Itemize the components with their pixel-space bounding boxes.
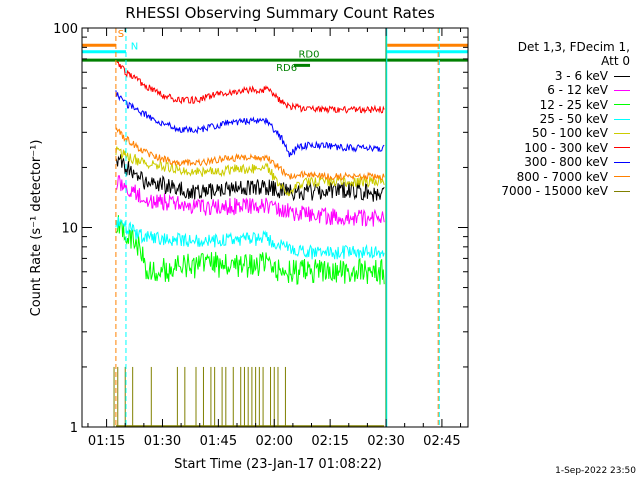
legend-item-label: 100 - 300 keV [524, 140, 608, 155]
x-tick-label: 01:45 [200, 434, 237, 449]
plot-frame [81, 27, 469, 428]
legend-item-label: 300 - 800 keV [524, 155, 608, 170]
series-line-25to50keV [115, 216, 385, 260]
legend-item-label: 25 - 50 keV [539, 111, 608, 126]
legend-item-label: 3 - 6 keV [554, 68, 608, 83]
y-tick-label: 1 [70, 421, 78, 436]
legend-item: 6 - 12 keV [472, 83, 632, 97]
legend-swatch [614, 75, 630, 77]
x-tick-label: 02:00 [256, 434, 293, 449]
chart-title: RHESSI Observing Summary Count Rates [125, 4, 435, 22]
legend-item: 7000 - 15000 keV [472, 184, 632, 198]
annotation-rd6: RD6 [276, 63, 297, 74]
legend-item-label: 50 - 100 keV [531, 126, 608, 141]
series-line-300to800keV [115, 90, 385, 158]
legend-swatch [614, 118, 630, 120]
y-axis-label: Count Rate (s⁻¹ detector⁻¹) [29, 140, 44, 317]
y-tick-label: 100 [53, 22, 78, 37]
annotation-n: N [131, 42, 138, 53]
x-tick-label: 02:15 [311, 434, 348, 449]
legend-swatch [614, 161, 630, 163]
x-tick-label: 02:30 [367, 434, 404, 449]
series-line-100to300keV [115, 60, 385, 114]
legend-header-line-1: Det 1,3, FDecim 1, [517, 40, 630, 54]
legend-swatch [614, 133, 630, 135]
legend-item: 800 - 7000 keV [472, 170, 632, 184]
legend-item: 25 - 50 keV [472, 112, 632, 126]
legend-item-label: 800 - 7000 keV [516, 169, 608, 184]
legend-item: 3 - 6 keV [472, 69, 632, 83]
timestamp: 1-Sep-2022 23:50 [555, 466, 636, 476]
x-tick-label: 01:30 [144, 434, 181, 449]
legend-item: 12 - 25 keV [472, 98, 632, 112]
legend-swatch [614, 89, 630, 91]
series-line-12to25keV [115, 215, 385, 285]
legend-item: 100 - 300 keV [472, 141, 632, 155]
y-tick-label: 10 [61, 222, 78, 237]
legend-swatch [614, 176, 630, 178]
legend-header-line-2: Att 0 [601, 54, 630, 69]
legend: Det 1,3, FDecim 1, Att 0 3 - 6 keV 6 - 12… [472, 40, 632, 198]
series-line-3to6keV [115, 154, 385, 202]
legend-item-label: 12 - 25 keV [539, 97, 608, 112]
annotation-rd0: RD0 [298, 50, 319, 61]
series-7000-15000-kev [113, 366, 385, 427]
legend-item-label: 7000 - 15000 keV [501, 183, 608, 198]
y-axis: 1 10 100 [53, 22, 468, 436]
x-tick-label: 01:15 [88, 434, 125, 449]
series-line-6to12keV [115, 175, 385, 227]
legend-item: 300 - 800 keV [472, 155, 632, 169]
series-line-800to7000keV [115, 127, 385, 182]
x-axis: 01:15 01:30 01:45 02:00 02:15 02:30 02:45 [87, 28, 462, 449]
legend-swatch [614, 147, 630, 149]
legend-item: 50 - 100 keV [472, 126, 632, 140]
legend-item-label: 6 - 12 keV [547, 83, 608, 98]
legend-swatch [614, 190, 630, 192]
x-tick-label: 02:45 [423, 434, 460, 449]
x-axis-label: Start Time (23-Jan-17 01:08:22) [174, 457, 382, 472]
legend-swatch [614, 104, 630, 106]
annotation-s: S [118, 29, 124, 40]
